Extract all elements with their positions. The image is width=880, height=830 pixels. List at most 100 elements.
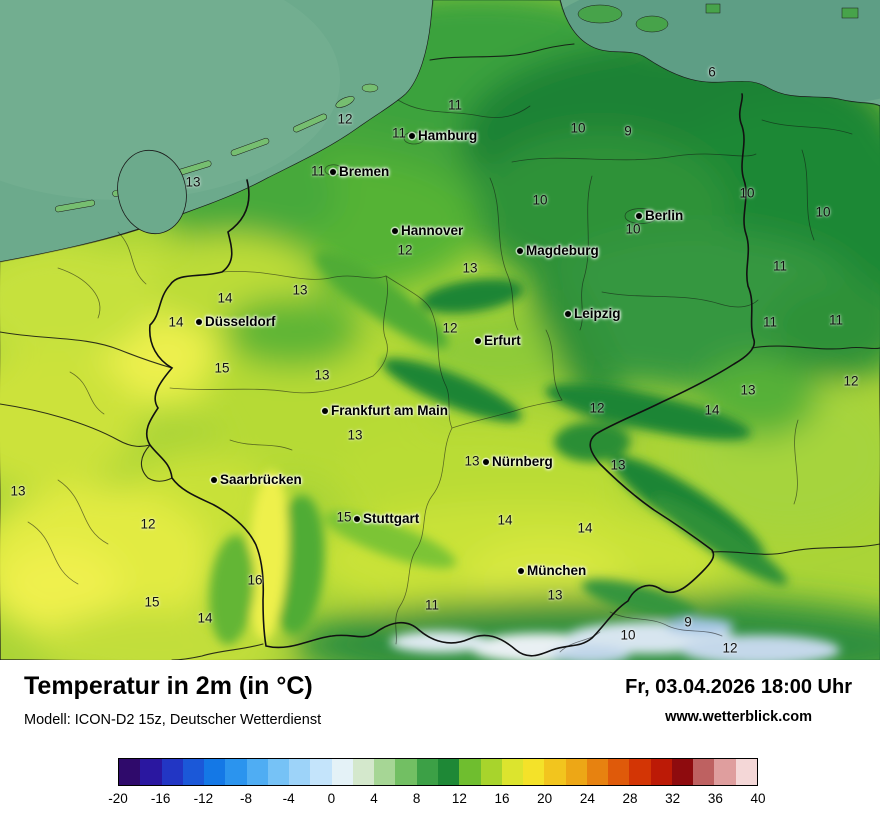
city-label: Magdeburg: [526, 242, 599, 258]
legend-segment: [735, 759, 757, 785]
islands-layer: [55, 3, 859, 213]
temperature-value: 10: [532, 192, 548, 208]
legend-segment: [565, 759, 587, 785]
legend-tick-label: -8: [239, 791, 253, 806]
legend-segment: [119, 759, 141, 785]
legend-tick-label: 36: [707, 791, 723, 806]
temperature-value: 9: [684, 614, 692, 630]
city-dot: [211, 477, 217, 483]
legend-segment: [629, 759, 651, 785]
legend-segment: [267, 759, 290, 785]
map-overlay: 6 11 10 9 12 11 11 13 10 10 10 12 10 13 11 14 13 14 12 11 11…: [10, 64, 859, 656]
temperature-value: 14: [197, 610, 213, 626]
legend-segment: [140, 759, 162, 785]
legend-segment: [225, 759, 247, 785]
city-label: Hannover: [401, 222, 464, 238]
temperature-value: 12: [589, 400, 605, 416]
city-dot: [392, 228, 398, 234]
legend: -20 -16 -12 -8 -4 0 4 8 12 16 20 24 28 32 36 40: [108, 758, 766, 809]
legend-tick-label: 20: [537, 791, 553, 806]
temperature-value: 11: [310, 163, 326, 179]
map-container: 6 11 10 9 12 11 11 13 10 10 10 12 10 13 11 14 13 14 12 11 11…: [0, 0, 880, 660]
temperature-value: 13: [740, 382, 756, 398]
city-label: Saarbrücken: [220, 471, 302, 487]
temperature-value: 10: [625, 221, 641, 237]
temperature-value: 14: [704, 402, 720, 418]
legend-segment: [459, 759, 481, 785]
legend-tick-label: 16: [494, 791, 510, 806]
temperature-value: 14: [217, 290, 233, 306]
legend-segment: [310, 759, 332, 785]
legend-segment: [501, 759, 524, 785]
temperature-value: 13: [464, 453, 480, 469]
city-label: Bremen: [339, 163, 390, 179]
legend-segment: [608, 759, 630, 785]
temperature-value: 12: [843, 373, 859, 389]
legend-tick-label: 0: [327, 791, 336, 806]
temperature-value: 11: [391, 125, 407, 141]
legend-segment: [246, 759, 268, 785]
temperature-value: 13: [610, 457, 626, 473]
city-dot: [354, 516, 360, 522]
temperature-value: 14: [577, 520, 593, 536]
city-dot: [330, 169, 336, 175]
temperature-value: 13: [547, 587, 563, 603]
website-link: www.wetterblick.com: [665, 709, 813, 725]
lake: [117, 149, 187, 235]
legend-segment: [523, 759, 545, 785]
temperature-value: 13: [347, 427, 363, 443]
city-label: Stuttgart: [363, 510, 420, 526]
temperature-value: 10: [570, 120, 586, 136]
temperature-value: 12: [140, 516, 156, 532]
legend-segment: [714, 759, 736, 785]
temperature-value: 12: [442, 320, 458, 336]
city-dot: [636, 213, 642, 219]
legend-tick-label: -4: [282, 791, 295, 806]
temperature-value: 16: [247, 572, 263, 588]
city-label: Hamburg: [418, 127, 478, 143]
city-label: Nürnberg: [492, 453, 553, 469]
city-dot: [483, 459, 489, 465]
legend-segment: [437, 759, 460, 785]
temperature-value: 6: [708, 64, 716, 80]
legend-segment: [182, 759, 205, 785]
legend-segment: [480, 759, 502, 785]
legend-segment: [395, 759, 417, 785]
legend-segment: [161, 759, 183, 785]
temperature-value: 15: [214, 360, 230, 376]
temperature-map-svg: [0, 0, 880, 660]
legend-tick-label: 40: [750, 791, 766, 806]
city-dot: [475, 338, 481, 344]
temperature-value: 9: [624, 123, 632, 139]
legend-bar: [118, 758, 758, 786]
borders-layer: [0, 43, 880, 660]
temperature-value: 10: [815, 204, 831, 220]
temperature-value: 15: [336, 509, 352, 525]
temperature-value: 11: [447, 97, 463, 113]
legend-segment: [289, 759, 311, 785]
legend-segment: [544, 759, 566, 785]
legend-segment: [204, 759, 226, 785]
city-label: Berlin: [645, 207, 684, 223]
legend-segment: [374, 759, 396, 785]
legend-tick-label: 32: [665, 791, 681, 806]
temperature-value: 11: [828, 312, 844, 328]
legend-tick-label: 28: [622, 791, 638, 806]
temperature-field: [0, 0, 880, 660]
datetime-block: Fr, 03.04.2026 18:00 Uhr www.wetterblick…: [625, 676, 852, 725]
legend-segment: [693, 759, 715, 785]
legend-segment: [586, 759, 609, 785]
temperature-value: 13: [462, 260, 478, 276]
city-dot: [517, 248, 523, 254]
legend-segment: [650, 759, 672, 785]
city-dot: [518, 568, 524, 574]
temperature-value: 13: [10, 483, 26, 499]
footer: Temperatur in 2m (in °C) Modell: ICON-D2…: [0, 660, 880, 830]
model-info: Modell: ICON-D2 15z, Deutscher Wetterdie…: [24, 712, 322, 728]
temperature-value: 10: [739, 185, 755, 201]
city-label: Düsseldorf: [205, 313, 276, 329]
legend-segment: [671, 759, 694, 785]
forecast-datetime: Fr, 03.04.2026 18:00 Uhr: [625, 676, 852, 698]
legend-segment: [416, 759, 438, 785]
page-title: Temperatur in 2m (in °C): [24, 672, 313, 700]
